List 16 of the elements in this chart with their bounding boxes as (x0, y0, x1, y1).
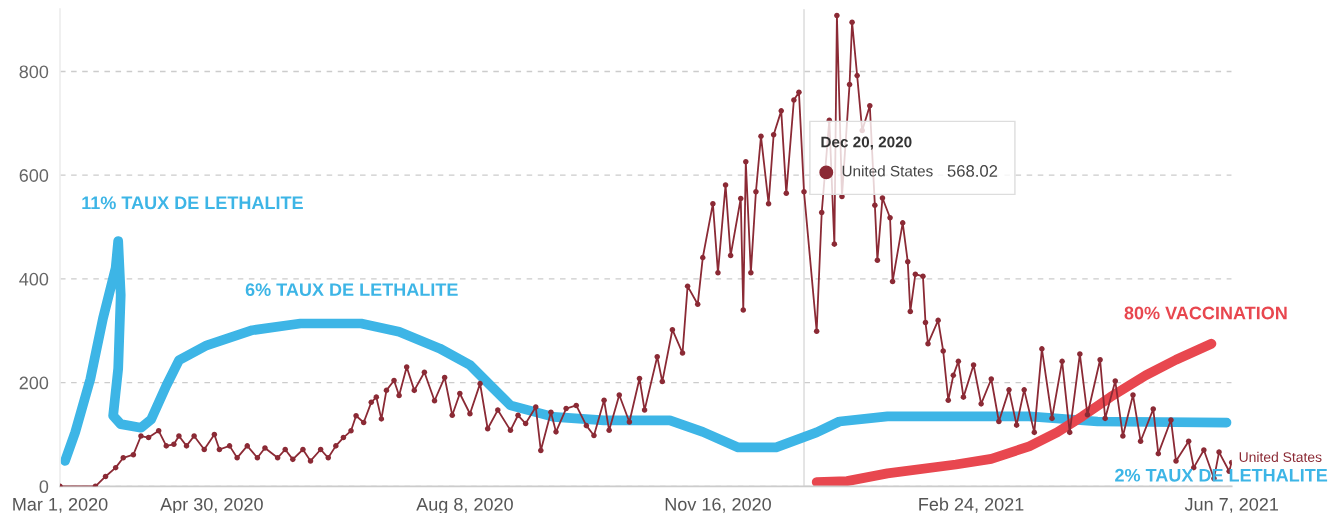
annotation: 11% TAUX DE LETHALITE (82, 196, 303, 210)
series-label: 80% VACCINATION (1124, 306, 1287, 320)
y-tick-label: 600 (19, 169, 49, 182)
y-tick-label: 200 (19, 376, 49, 390)
x-tick-label: Nov 16, 2020 (665, 497, 771, 513)
x-tick-label: Jun 7, 2021 (1184, 497, 1278, 513)
x-tick-label: Mar 1, 2020 (13, 497, 108, 513)
x-tick-label: Feb 24, 2021 (919, 497, 1024, 513)
annotation: 6% TAUX DE LETHALITE (245, 283, 458, 297)
y-tick-label: 800 (19, 65, 49, 79)
series-label: United States (1239, 451, 1322, 463)
annotation: Dec 20, 2020 (821, 136, 912, 150)
y-tick-label: 400 (19, 272, 49, 286)
annotation: United States (842, 165, 933, 177)
annotation: 568.02 (947, 165, 998, 177)
y-tick-label: 0 (39, 480, 49, 494)
